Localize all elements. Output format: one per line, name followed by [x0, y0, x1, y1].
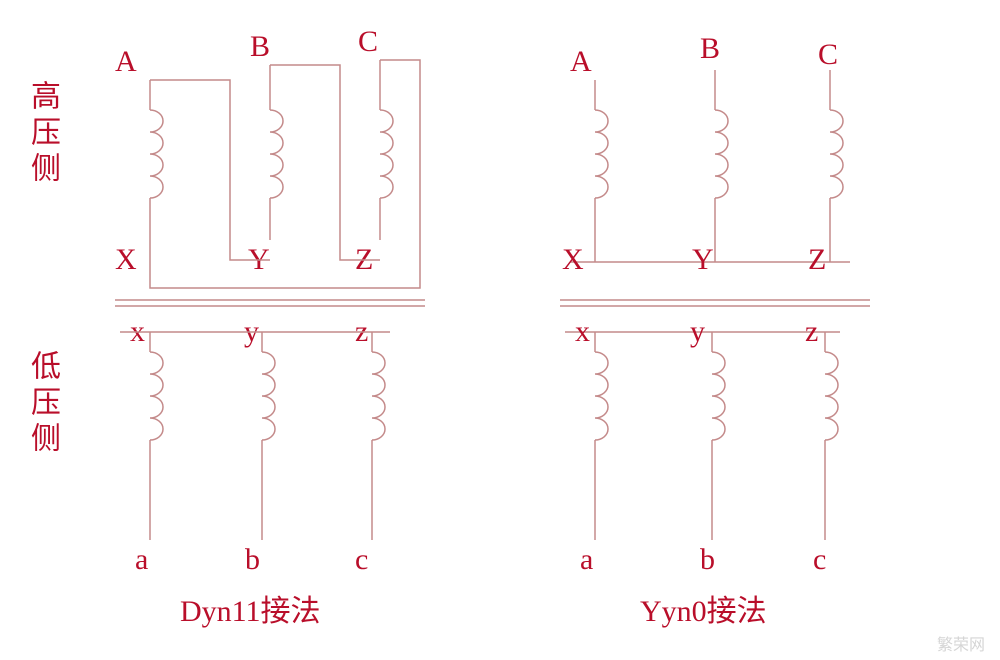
hv-Y-right: Y — [692, 243, 714, 277]
left-lv-wye — [120, 332, 390, 540]
hv-Z-right: Z — [808, 243, 826, 277]
lv-z-right: z — [805, 315, 818, 349]
watermark: 繁荣网 — [937, 631, 985, 655]
right-divider — [560, 300, 870, 306]
lv-b-right: b — [700, 543, 715, 577]
diagram-root: { "labels": { "hv_side": "高压侧", "lv_side… — [0, 0, 1000, 660]
hv-C-right: C — [818, 38, 838, 72]
lv-c-right: c — [813, 543, 826, 577]
wiring-svg — [0, 0, 1000, 660]
hv-X-right: X — [562, 243, 584, 277]
left-divider — [115, 300, 425, 306]
lv-y-right: y — [690, 315, 705, 349]
hv-A-right: A — [570, 45, 592, 79]
left-hv-delta — [150, 60, 420, 288]
lv-a-right: a — [580, 543, 593, 577]
caption-right: Yyn0接法 — [640, 586, 767, 630]
hv-B-right: B — [700, 32, 720, 66]
right-lv-wye — [565, 332, 840, 540]
right-hv-wye — [570, 70, 850, 262]
lv-x-right: x — [575, 315, 590, 349]
caption-left: Dyn11接法 — [180, 586, 321, 630]
